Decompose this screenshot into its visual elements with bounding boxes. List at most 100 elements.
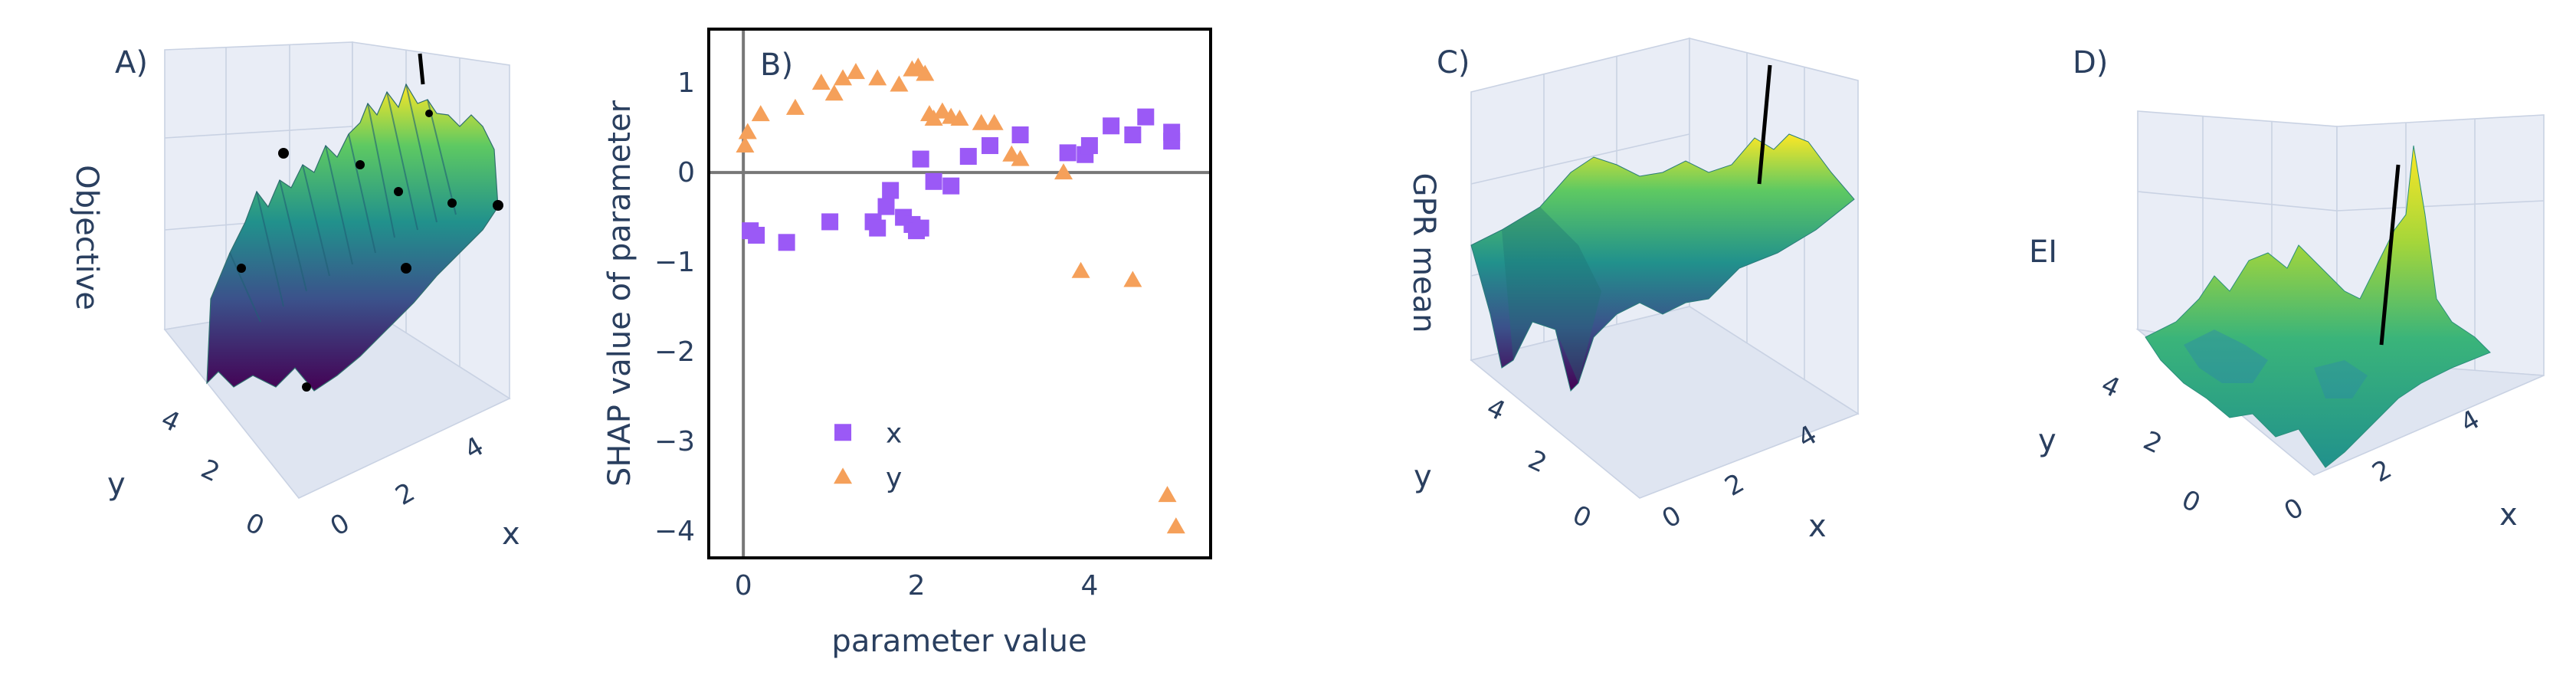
x-series-point [877, 198, 895, 215]
y-series-point [1123, 271, 1142, 287]
sample-point [302, 382, 311, 392]
y-tick: 2 [196, 454, 224, 488]
x-series-point [869, 219, 887, 237]
ei-dark-basin [2184, 330, 2268, 383]
y-series-point [1054, 163, 1073, 180]
y-series-point [785, 98, 805, 115]
sample-point [401, 263, 411, 274]
x-axis-title: x [502, 516, 520, 552]
x-tick-label: 2 [908, 570, 926, 602]
panel-a-label: A) [115, 45, 148, 80]
y-series-point [811, 74, 831, 90]
x-tick: 0 [326, 507, 356, 542]
panel-a: A) Objective x y 0 2 4 0 2 4 [0, 0, 582, 679]
panel-d-label: D) [2073, 45, 2108, 80]
shap-scatter-chart: B) parameter value SHAP value of paramet… [602, 28, 1212, 659]
y-tick-label: −3 [654, 426, 695, 457]
y-series-point [736, 136, 755, 153]
y-axis-title: y [107, 467, 126, 502]
x-tick-label: 4 [1080, 570, 1098, 602]
y-tick: 4 [1482, 392, 1510, 427]
y-tick-label: −1 [654, 247, 695, 278]
data-points [710, 31, 1209, 556]
y-axis-title: SHAP value of parameter [602, 100, 637, 487]
ei-surface [2145, 145, 2491, 468]
x-tick: 2 [391, 477, 421, 511]
x-axis-title: parameter value [831, 624, 1086, 659]
ei-dark-basin [2314, 360, 2368, 398]
y-tick-label: −4 [654, 516, 695, 547]
x-series-point [982, 137, 999, 155]
y-series-point [834, 69, 853, 86]
y-axis-title: y [1414, 459, 1432, 494]
x-tick: 4 [2456, 404, 2486, 438]
y-tick: 4 [156, 404, 185, 438]
x-series-point [821, 213, 839, 231]
sample-point [237, 264, 246, 273]
sample-point [447, 198, 457, 208]
panel-c-svg: C) GPR mean x y 0 2 4 0 2 4 [1406, 37, 1860, 544]
next-sample-marker [1757, 64, 1772, 185]
y-series-point [1166, 517, 1185, 534]
y-tick: 0 [1568, 500, 1596, 534]
x-series-point [1137, 108, 1155, 126]
y-series-point [738, 123, 757, 139]
x-series-point [1080, 137, 1098, 155]
y-series-point [932, 102, 952, 119]
x-series-point [942, 177, 960, 195]
x-tick: 0 [1657, 500, 1687, 534]
y-series-point [824, 84, 844, 101]
next-sample-marker [2379, 164, 2401, 346]
z-axis-title: GPR mean [1406, 172, 1441, 333]
panel-d: D) EI x y 0 2 4 0 2 4 [1984, 0, 2576, 679]
legend-label-y: y [886, 462, 902, 493]
gpr-mean-surface [1470, 133, 1855, 392]
panel-c: C) GPR mean x y 0 2 4 0 2 4 [1349, 0, 1923, 679]
z-axis-title: Objective [69, 165, 104, 310]
y-series-point [1071, 261, 1090, 278]
x-series-point [959, 148, 977, 166]
legend-marker-y [834, 467, 853, 484]
x-series-point [1103, 117, 1120, 135]
y-tick-label: 0 [677, 157, 695, 189]
x-series-point [925, 172, 942, 190]
plot-frame [707, 28, 1212, 559]
y-tick: 4 [2096, 369, 2125, 404]
x-series-point [748, 226, 765, 244]
x-tick-label: 0 [735, 570, 752, 602]
y-series-point [1011, 149, 1030, 166]
sample-point [394, 187, 403, 196]
y-tick: 0 [2177, 484, 2205, 519]
y-series-point [868, 69, 887, 86]
x-series-point [778, 234, 795, 251]
panel-b-label: B) [760, 48, 793, 83]
x-series-point [1124, 126, 1142, 143]
sample-point [425, 110, 433, 117]
x-series-point [912, 150, 929, 168]
panel-c-label: C) [1437, 45, 1470, 80]
x-tick: 4 [460, 431, 490, 465]
objective-surface [206, 83, 499, 392]
panel-a-svg: A) Objective x y 0 2 4 0 2 4 [69, 41, 520, 552]
x-tick: 2 [2368, 454, 2397, 488]
y-series-point [985, 113, 1004, 130]
x-tick: 2 [1720, 467, 1750, 502]
y-series-point [890, 75, 909, 92]
y-series-point [916, 64, 935, 81]
x-axis-title: x [2499, 497, 2518, 533]
tick-labels: 0 2 4 1 0 −1 −2 −3 −4 [654, 67, 1098, 602]
y-tick-label: 1 [677, 67, 695, 99]
sample-point [493, 200, 503, 211]
x-series-point [1163, 123, 1181, 141]
sample-point [356, 160, 365, 169]
panel-d-svg: D) EI x y 0 2 4 0 2 4 [2029, 45, 2545, 533]
x-series-point [882, 182, 900, 199]
y-tick: 2 [2138, 425, 2167, 460]
z-axis-title: EI [2029, 234, 2057, 270]
y-axis-title: y [2038, 423, 2057, 458]
panel-b: B) parameter value SHAP value of paramet… [582, 0, 1287, 679]
x-tick: 0 [2279, 492, 2309, 526]
x-series-point [912, 219, 929, 237]
x-axis-title: x [1808, 509, 1827, 544]
y-tick: 2 [1523, 444, 1552, 479]
